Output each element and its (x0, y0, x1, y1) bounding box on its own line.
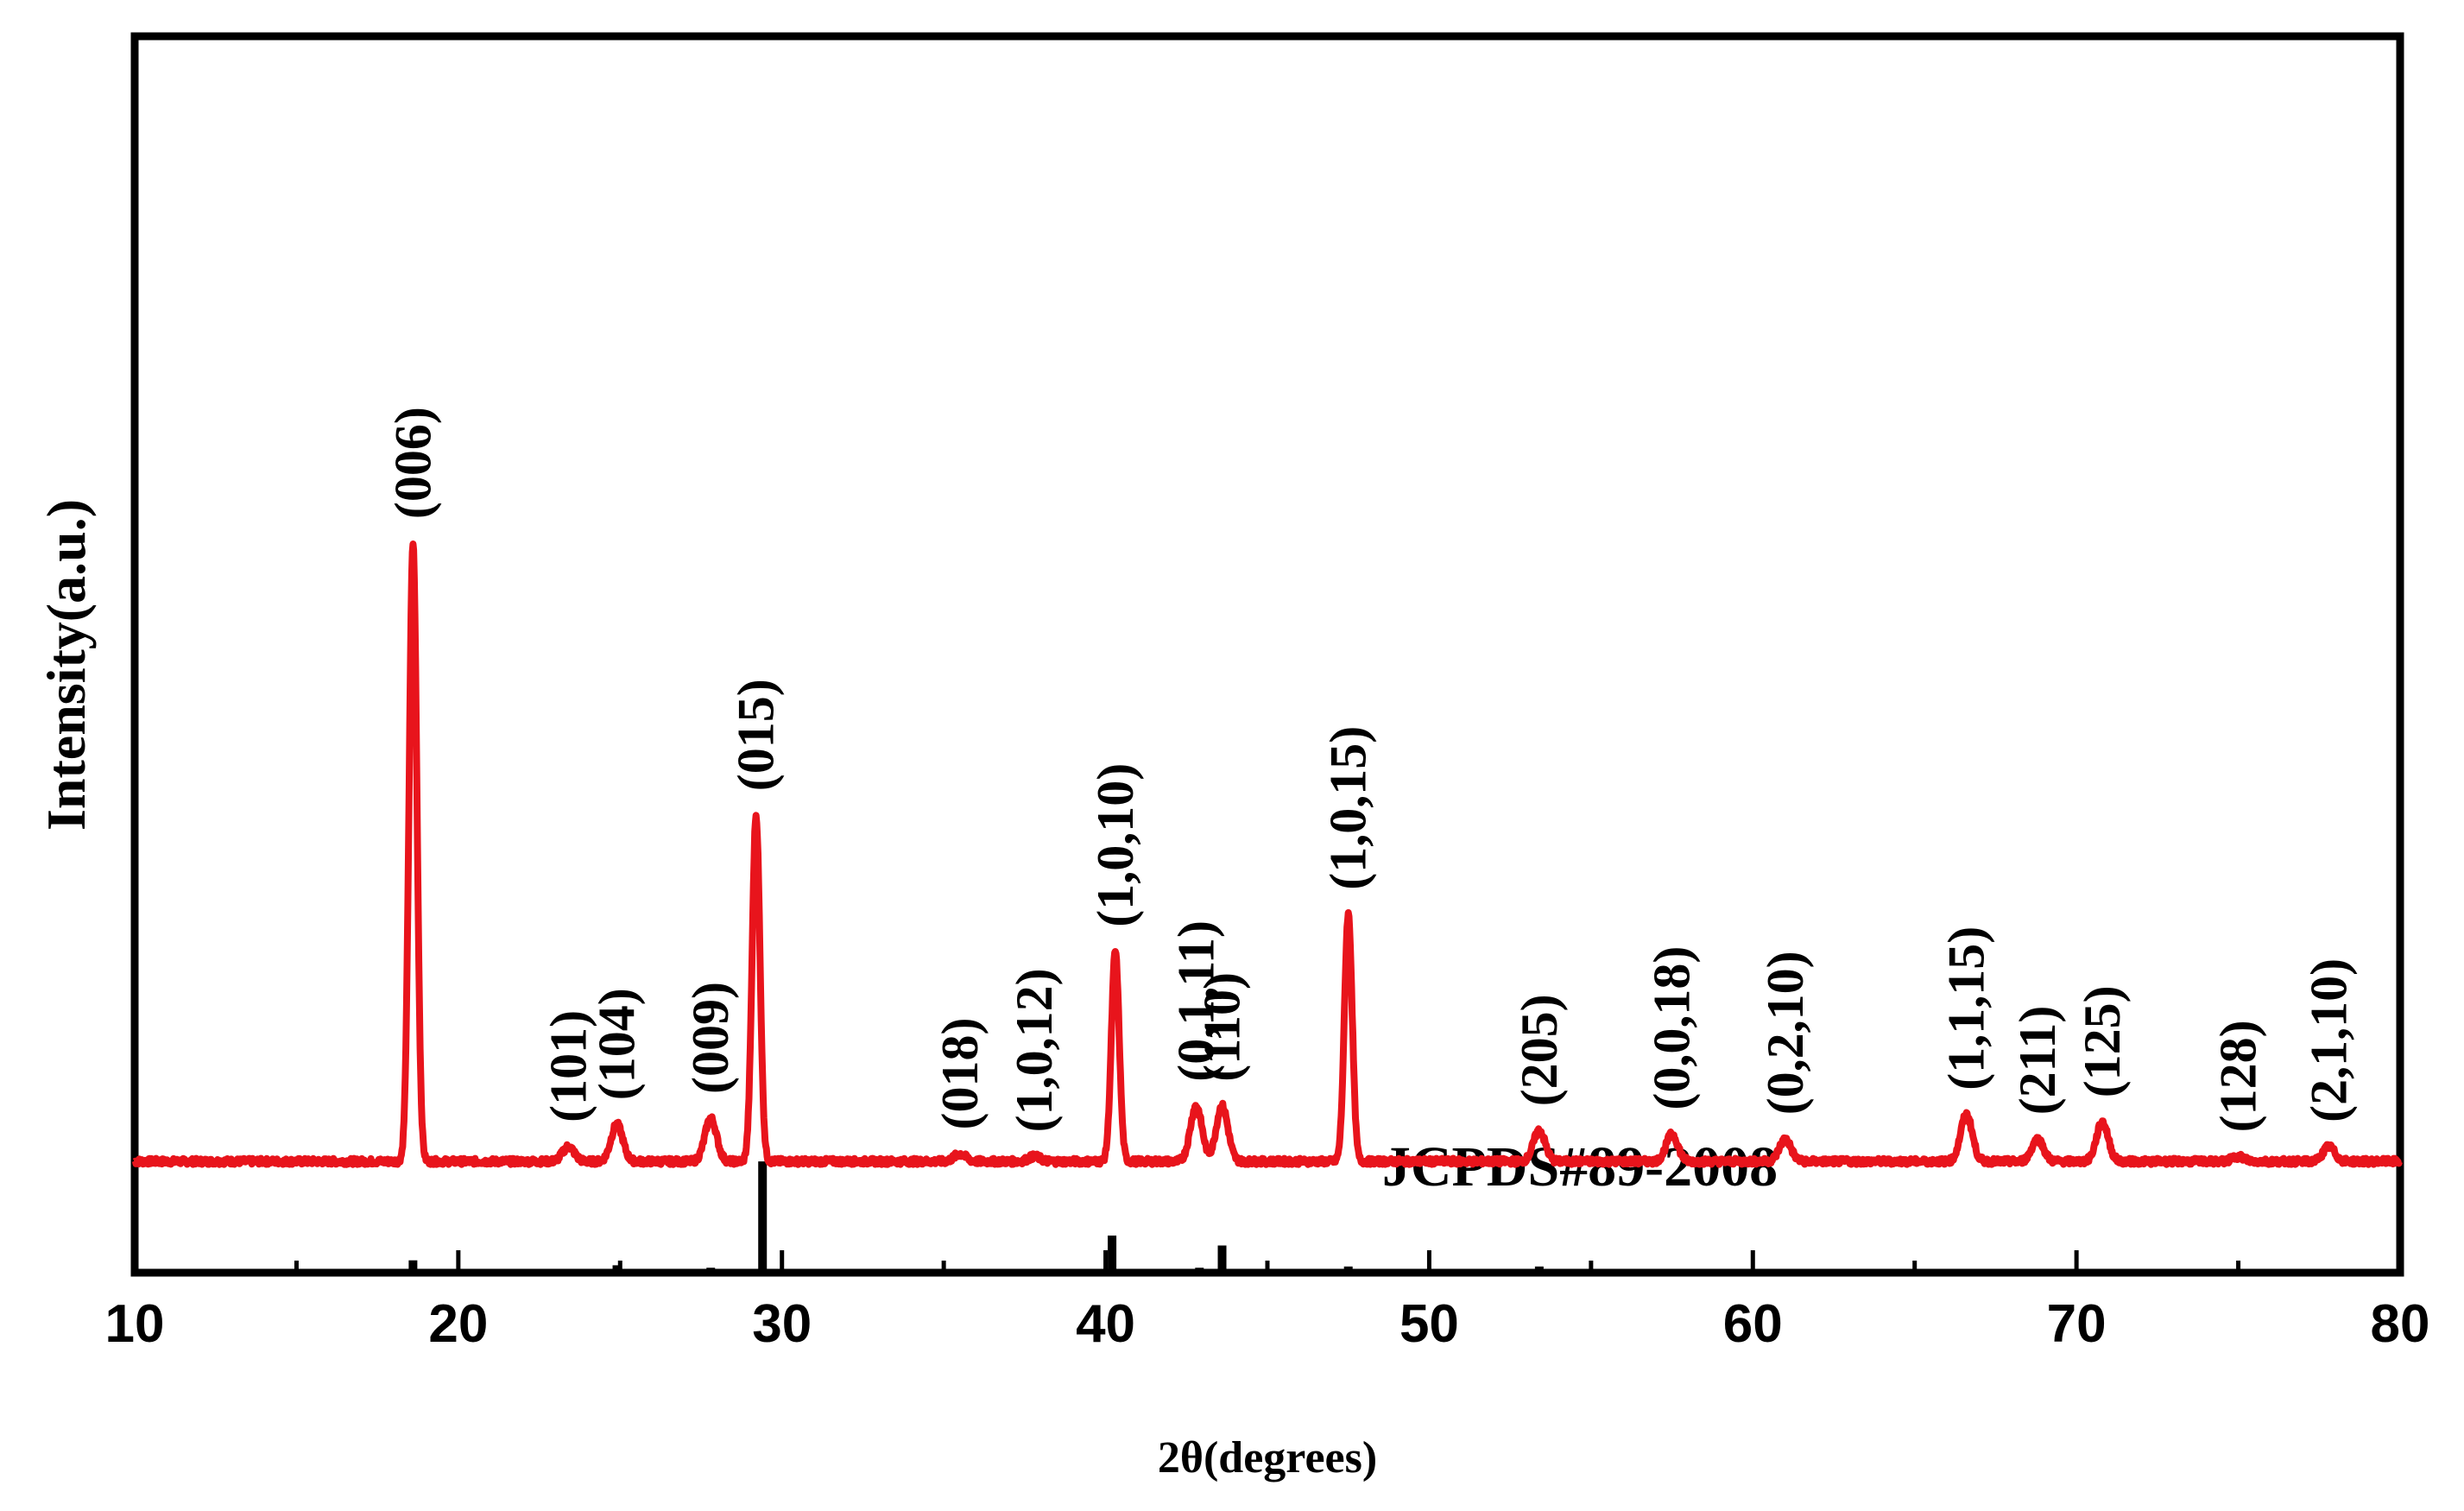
x-tick-label: 50 (1399, 1294, 1459, 1354)
y-axis-title: Intensity(a.u.) (35, 499, 97, 831)
peak-label: (018) (932, 1018, 989, 1130)
peak-label: (101) (540, 1010, 597, 1122)
peak-label: (1,1,15) (1938, 926, 1995, 1091)
peak-label: (1,0,10) (1087, 763, 1144, 927)
peak-label: (0,0,18) (1644, 946, 1701, 1110)
x-tick-label: 10 (105, 1294, 165, 1354)
x-tick-label: 70 (2047, 1294, 2107, 1354)
peak-label: (1,0,15) (1320, 726, 1377, 890)
peak-label: (006) (384, 407, 441, 519)
peak-labels: (006) (101)(104) (009) (015) (018) (1,0,12) (1… (384, 407, 2357, 1132)
peak-label: (205) (1511, 994, 1568, 1106)
peak-label: (1,0,12) (1006, 968, 1063, 1132)
x-axis-ticks: 10 20 30 40 50 60 70 80 (105, 1250, 2430, 1354)
peak-label: (128) (2210, 1020, 2267, 1132)
peak-label: (015) (728, 679, 785, 791)
x-tick-label: 60 (1723, 1294, 1783, 1354)
peak-label: (125) (2074, 985, 2131, 1097)
peak-label: (2,1,10) (2301, 958, 2358, 1122)
peak-label: (211) (2009, 1006, 2066, 1116)
peak-label: (110) (1194, 972, 1251, 1082)
peak-label: (0,2,10) (1757, 951, 1814, 1115)
x-tick-label: 20 (428, 1294, 488, 1354)
x-tick-label: 40 (1076, 1294, 1135, 1354)
peak-label: (009) (682, 982, 739, 1094)
x-axis-title: 2θ(degrees) (1158, 1433, 1377, 1483)
reference-pattern (408, 1161, 2123, 1273)
x-tick-label: 30 (752, 1294, 812, 1354)
series-line-sample (131, 541, 2404, 1168)
x-tick-label: 80 (2371, 1294, 2430, 1354)
peak-label: (104) (589, 988, 646, 1100)
peak-label: (0,1,11) (1168, 920, 1225, 1082)
series-group (131, 541, 2404, 1168)
